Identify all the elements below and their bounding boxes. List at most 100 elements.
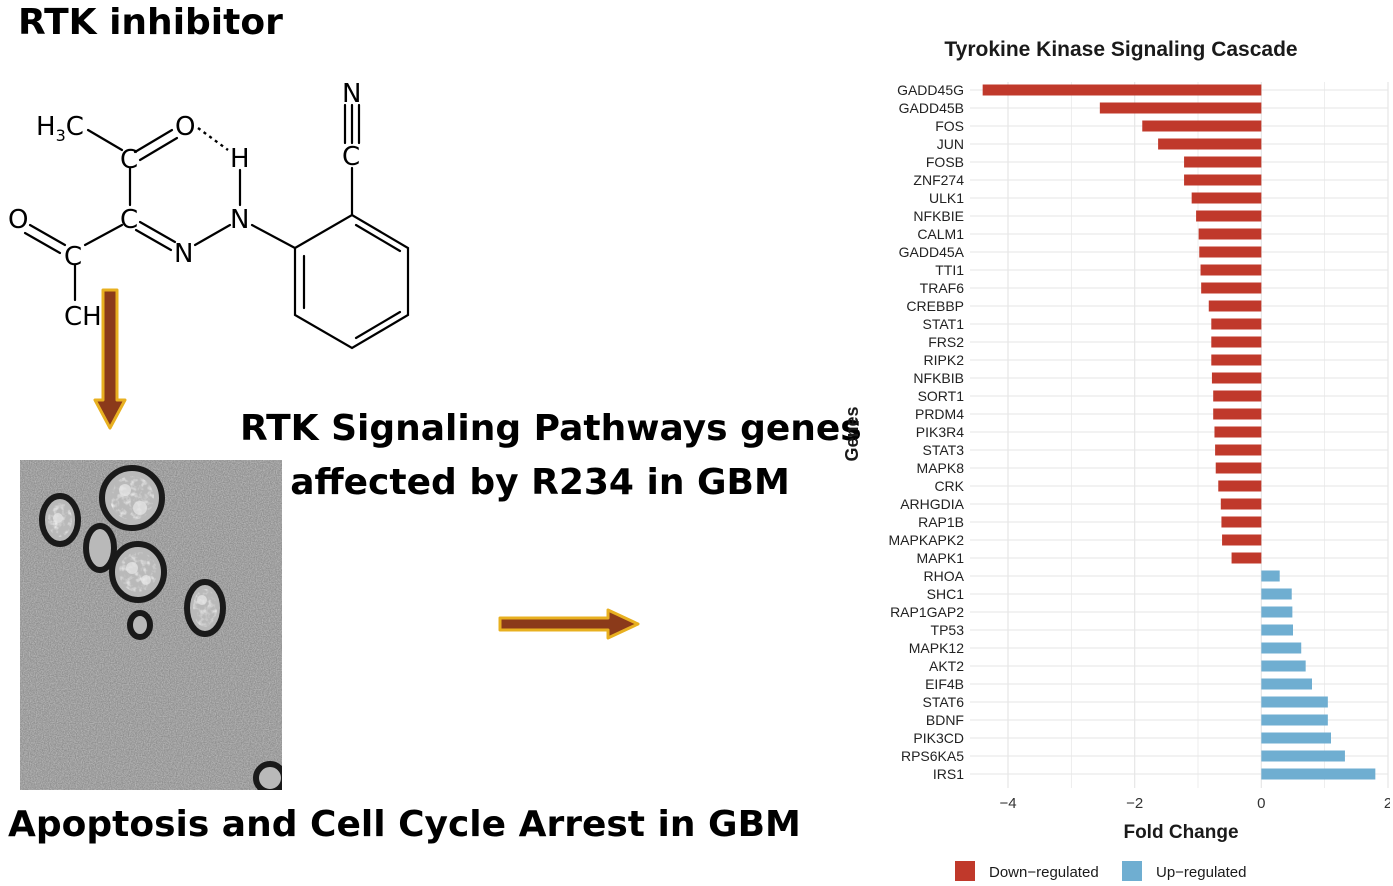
bar-tp53 bbox=[1261, 624, 1293, 636]
legend-label-down: Down−regulated bbox=[989, 864, 1099, 881]
gene-label: PRDM4 bbox=[915, 406, 964, 422]
gene-label: GADD45B bbox=[899, 100, 964, 116]
right-arrow-icon bbox=[498, 608, 640, 640]
bar-rps6ka5 bbox=[1261, 750, 1345, 762]
bar-ripk2 bbox=[1211, 354, 1262, 366]
gene-label: MAPK12 bbox=[909, 640, 964, 656]
bar-irs1 bbox=[1261, 768, 1376, 780]
atom-o-left: O bbox=[8, 205, 28, 235]
gene-label: CRK bbox=[934, 478, 964, 494]
chart-x-ticks: −4 −2 0 2 bbox=[999, 795, 1390, 812]
rtk-inhibitor-title: RTK inhibitor bbox=[18, 2, 283, 43]
bar-znf274 bbox=[1184, 174, 1262, 186]
gene-label: JUN bbox=[937, 136, 964, 152]
down-arrow-icon bbox=[93, 288, 127, 430]
bar-rap1b bbox=[1221, 516, 1262, 528]
gene-label: NFKBIE bbox=[913, 208, 964, 224]
gene-label: FRS2 bbox=[928, 334, 964, 350]
bar-jun bbox=[1158, 138, 1262, 150]
bar-fos bbox=[1142, 120, 1262, 132]
chart-gene-labels: GADD45G GADD45B FOS JUN FOSB ZNF274 ULK1 NFKBIE… bbox=[889, 82, 965, 782]
bar-crebbp bbox=[1208, 300, 1262, 312]
atom-n-nitrile: N bbox=[342, 79, 361, 109]
atom-c-mid: C bbox=[120, 205, 138, 235]
bar-bdnf bbox=[1261, 714, 1328, 726]
gene-label: RAP1B bbox=[918, 514, 964, 530]
bar-shc1 bbox=[1261, 588, 1292, 600]
legend-label-up: Up−regulated bbox=[1156, 864, 1246, 881]
y-axis-label: Genes bbox=[842, 406, 862, 461]
gene-label: IRS1 bbox=[933, 766, 964, 782]
gene-label: GADD45G bbox=[897, 82, 964, 98]
atom-ch: CH bbox=[64, 302, 102, 332]
bar-prdm4 bbox=[1213, 408, 1262, 420]
atom-c-left: C bbox=[64, 242, 82, 272]
bar-calm1 bbox=[1198, 228, 1262, 240]
bar-eif4b bbox=[1261, 678, 1312, 690]
pathway-caption-line2: affected by R234 in GBM bbox=[290, 462, 790, 503]
fold-change-bar-chart: Tyrokine Kinase Signaling Cascade GADD45… bbox=[842, 38, 1390, 881]
bar-ulk1 bbox=[1191, 192, 1262, 204]
gene-label: TTI1 bbox=[935, 262, 964, 278]
gene-label: ARHGDIA bbox=[900, 496, 964, 512]
gene-label: RHOA bbox=[924, 568, 965, 584]
gene-label: EIF4B bbox=[925, 676, 964, 692]
gene-label: NFKBIB bbox=[913, 370, 964, 386]
svg-text:H3C: H3C bbox=[36, 112, 84, 145]
bar-akt2 bbox=[1261, 660, 1306, 672]
chart-grid bbox=[970, 82, 1389, 788]
bar-fosb bbox=[1184, 156, 1262, 168]
bar-tti1 bbox=[1200, 264, 1262, 276]
x-tick-label: 2 bbox=[1384, 795, 1390, 812]
gene-label: MAPKAPK2 bbox=[889, 532, 965, 548]
atom-n-right: N bbox=[230, 205, 249, 235]
bar-gadd45a bbox=[1199, 246, 1262, 258]
bar-nfkbie bbox=[1196, 210, 1262, 222]
bar-gadd45g bbox=[982, 84, 1262, 96]
gene-label: AKT2 bbox=[929, 658, 964, 674]
bar-pik3cd bbox=[1261, 732, 1331, 744]
gene-label: ULK1 bbox=[929, 190, 964, 206]
gene-label: TP53 bbox=[931, 622, 965, 638]
chart-legend: Down−regulated Up−regulated bbox=[955, 861, 1246, 881]
gene-label: RAP1GAP2 bbox=[890, 604, 964, 620]
bar-stat6 bbox=[1261, 696, 1328, 708]
methyl-c-label: C bbox=[66, 112, 84, 142]
x-tick-label: 0 bbox=[1257, 795, 1265, 812]
bar-traf6 bbox=[1201, 282, 1262, 294]
chart-title: Tyrokine Kinase Signaling Cascade bbox=[944, 38, 1297, 61]
bar-rhoa bbox=[1261, 570, 1280, 582]
x-tick-label: −2 bbox=[1126, 795, 1143, 812]
atom-c-top: C bbox=[120, 145, 138, 175]
chart-bars bbox=[982, 84, 1376, 780]
gene-label: FOS bbox=[935, 118, 964, 134]
gene-label: SHC1 bbox=[927, 586, 965, 602]
methyl-h-label: H bbox=[36, 112, 56, 142]
bar-sort1 bbox=[1213, 390, 1262, 402]
bar-nfkbib bbox=[1211, 372, 1262, 384]
bar-mapkapk2 bbox=[1222, 534, 1262, 546]
bar-arhgdia bbox=[1220, 498, 1262, 510]
gene-label: GADD45A bbox=[899, 244, 965, 260]
bar-mapk8 bbox=[1215, 462, 1262, 474]
gene-label: CALM1 bbox=[917, 226, 964, 242]
bar-rap1gap2 bbox=[1261, 606, 1293, 618]
gene-label: RPS6KA5 bbox=[901, 748, 964, 764]
gene-label: STAT1 bbox=[923, 316, 965, 332]
gene-label: CREBBP bbox=[906, 298, 964, 314]
atom-h-bond: H bbox=[230, 144, 250, 174]
gene-label: TRAF6 bbox=[920, 280, 965, 296]
bar-mapk12 bbox=[1261, 642, 1302, 654]
atom-c-nitrile: C bbox=[342, 142, 360, 172]
gene-label: MAPK8 bbox=[917, 460, 965, 476]
bar-pik3r4 bbox=[1214, 426, 1262, 438]
bar-mapk1 bbox=[1231, 552, 1262, 564]
bar-stat3 bbox=[1215, 444, 1262, 456]
bar-frs2 bbox=[1211, 336, 1262, 348]
microscopy-image bbox=[20, 460, 282, 790]
gene-label: PIK3R4 bbox=[916, 424, 964, 440]
methyl-subscript: 3 bbox=[56, 126, 66, 145]
gene-label: FOSB bbox=[926, 154, 964, 170]
pathway-caption: RTK Signaling Pathways genes affected by… bbox=[240, 402, 862, 510]
legend-swatch-down bbox=[955, 861, 975, 881]
